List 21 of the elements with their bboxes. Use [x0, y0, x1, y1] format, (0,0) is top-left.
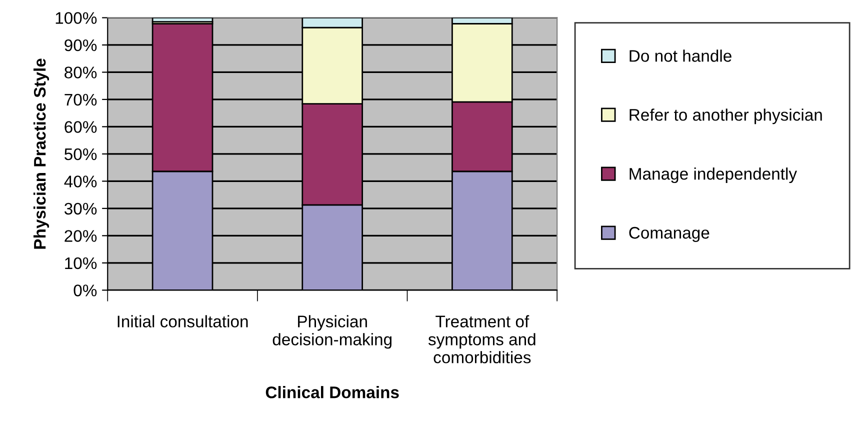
bar	[152, 18, 214, 22]
y-tick-label: 0%	[74, 284, 97, 296]
y-tick-label: 80%	[64, 66, 97, 78]
legend-label: Comanage	[629, 226, 710, 242]
x-tick-label: Physician decision-making	[272, 315, 392, 349]
legend-label: Refer to another physician	[630, 108, 822, 124]
x-axis-title: Clinical Domains	[266, 386, 399, 398]
legend-label: Manage independently	[630, 168, 797, 184]
legend-label: Do not handle	[630, 50, 732, 62]
y-tick-label: 50%	[64, 148, 97, 160]
x-tick-label: Initial consultation	[118, 315, 248, 328]
y-tick-label: 70%	[64, 94, 97, 106]
x-tick-label: Treatment of symptoms and comorbidities	[428, 315, 536, 364]
y-tick-label: 20%	[64, 230, 97, 242]
y-tick-label: 30%	[64, 202, 97, 215]
y-tick-label: 100%	[56, 12, 97, 24]
y-tick-label: 90%	[64, 39, 97, 52]
y-axis-title: Physician Practice Style	[33, 58, 50, 249]
y-tick-label: 60%	[64, 121, 97, 133]
y-tick-label: 40%	[64, 176, 97, 188]
y-tick-label: 10%	[65, 257, 97, 270]
